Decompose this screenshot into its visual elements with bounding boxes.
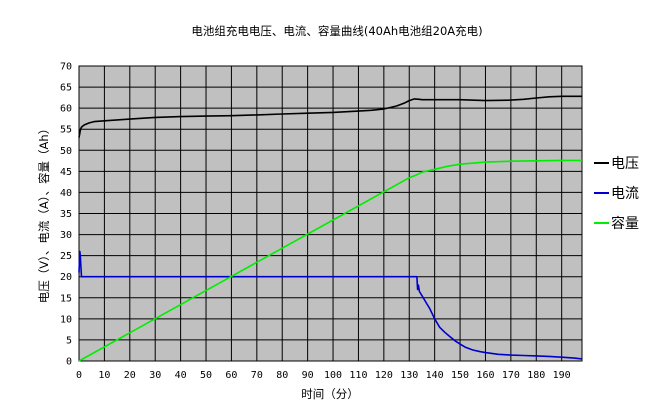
grid-lines bbox=[79, 66, 582, 361]
x-tick-label: 40 bbox=[175, 370, 187, 381]
x-tick-label: 30 bbox=[149, 370, 161, 381]
x-tick-label: 120 bbox=[375, 370, 393, 381]
legend-label: 容量 bbox=[611, 215, 639, 232]
y-tick-label: 5 bbox=[66, 335, 72, 346]
x-tick-label: 10 bbox=[98, 370, 110, 381]
y-tick-label: 45 bbox=[60, 167, 72, 178]
y-tick-label: 35 bbox=[60, 209, 72, 220]
x-tick-label: 90 bbox=[302, 370, 314, 381]
x-tick-label: 180 bbox=[527, 370, 545, 381]
y-tick-label: 55 bbox=[60, 125, 72, 136]
x-tick-label: 110 bbox=[349, 370, 367, 381]
x-tick-label: 80 bbox=[276, 370, 288, 381]
y-axis-ticks: 0 5 10 15 20 25 30 35 40 45 50 55 60 65 70 bbox=[60, 62, 72, 368]
data-series bbox=[78, 95, 583, 362]
x-tick-label: 190 bbox=[553, 370, 571, 381]
y-tick-label: 10 bbox=[60, 314, 72, 325]
legend-label: 电流 bbox=[611, 186, 639, 202]
x-tick-label: 60 bbox=[225, 370, 237, 381]
x-tick-label: 70 bbox=[251, 370, 263, 381]
x-tick-label: 50 bbox=[200, 370, 212, 381]
chart-title: 电池组充电电压、电流、容量曲线(40Ah电池组20A充电) bbox=[191, 24, 482, 38]
x-axis-label: 时间（分） bbox=[301, 387, 359, 401]
x-tick-label: 130 bbox=[400, 370, 418, 381]
x-tick-label: 0 bbox=[76, 370, 82, 381]
y-tick-label: 25 bbox=[60, 251, 72, 262]
x-tick-label: 20 bbox=[124, 370, 136, 381]
legend-label: 电压 bbox=[611, 156, 639, 172]
y-tick-label: 20 bbox=[60, 272, 72, 283]
x-tick-label: 150 bbox=[451, 370, 469, 381]
y-tick-label: 70 bbox=[60, 62, 72, 73]
series-line-1 bbox=[78, 95, 582, 138]
x-tick-label: 140 bbox=[426, 370, 444, 381]
y-tick-label: 50 bbox=[60, 146, 72, 157]
x-tick-label: 160 bbox=[476, 370, 494, 381]
y-tick-label: 65 bbox=[60, 83, 72, 94]
y-tick-label: 30 bbox=[60, 230, 72, 241]
y-tick-label: 15 bbox=[60, 293, 72, 304]
y-tick-label: 60 bbox=[60, 104, 72, 115]
x-tick-label: 100 bbox=[324, 370, 342, 381]
y-tick-label: 0 bbox=[66, 357, 72, 368]
series-line-3 bbox=[78, 159, 582, 362]
y-axis-label: 电压（V）、电流（A）、容量（Ah） bbox=[37, 123, 51, 303]
series-line-2 bbox=[78, 250, 583, 360]
x-tick-label: 170 bbox=[502, 370, 520, 381]
x-axis-ticks: 0 10 20 30 40 50 60 70 80 90 100 110 120 130 140 150 160… bbox=[76, 370, 571, 381]
y-tick-label: 40 bbox=[60, 188, 72, 199]
